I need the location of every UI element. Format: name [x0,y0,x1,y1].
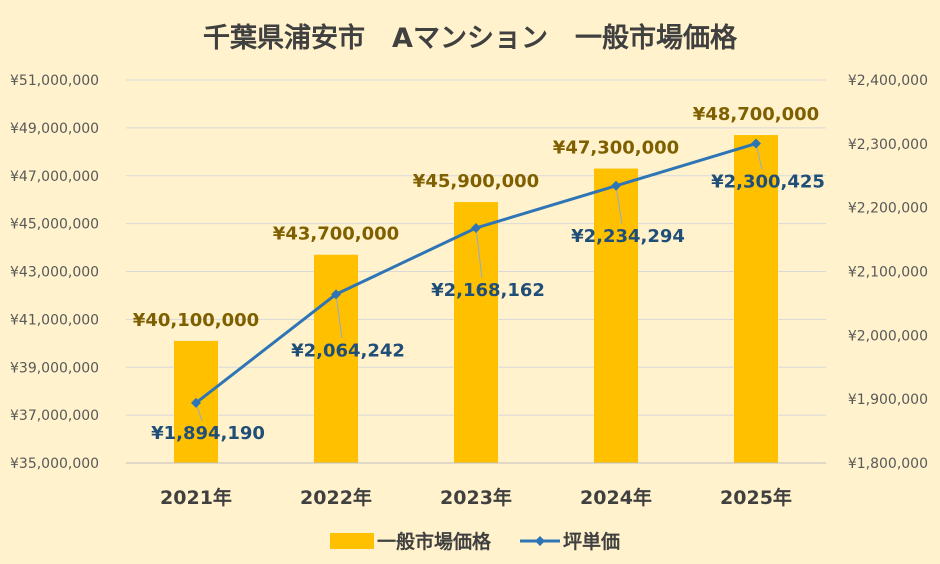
leader-line [335,294,343,339]
bar-data-label: ¥48,700,000 [693,104,819,125]
line-marker [191,397,201,408]
y-left-tick-label: ¥39,000,000 [10,360,99,376]
y-left-tick-label: ¥47,000,000 [10,169,99,185]
legend-marker-line [535,536,545,546]
y-left-tick-label: ¥45,000,000 [10,217,99,233]
line-marker [471,222,481,233]
y-left-tick-label: ¥43,000,000 [10,265,99,281]
bar-data-label: ¥45,900,000 [413,171,539,192]
line-data-label: ¥2,064,242 [291,340,405,361]
x-axis: 2021年 2022年 2023年 2024年 2025年 [126,462,826,509]
y-right-tick-label: ¥2,200,000 [848,201,928,217]
x-tick-label: 2024年 [580,486,652,509]
legend-label-line: 坪単価 [563,530,620,553]
bar-data-label: ¥47,300,000 [553,138,679,159]
y-left-tick-label: ¥49,000,000 [10,121,99,137]
y-axis-right: ¥1,800,000 ¥1,900,000 ¥2,000,000 ¥2,100,000… [848,73,928,472]
leader-line [615,185,623,224]
leader-line [475,227,483,279]
y-left-tick-label: ¥51,000,000 [10,73,99,89]
line-data-label: ¥2,300,425 [711,172,825,193]
line-data-label: ¥1,894,190 [151,423,265,444]
bar-data-label: ¥43,700,000 [273,224,399,245]
bar-data-label: ¥40,100,000 [133,310,259,331]
legend-swatch-bar [330,533,374,549]
x-tick-label: 2022年 [300,486,372,509]
bar [594,168,638,463]
x-tick-label: 2025年 [720,486,792,509]
y-right-tick-label: ¥1,900,000 [848,392,928,408]
bar-series [174,135,778,464]
leader-lines [195,143,763,422]
line-marker [751,138,761,149]
y-right-tick-label: ¥2,100,000 [848,265,928,281]
chart-title: 千葉県浦安市 Aマンション 一般市場価格 [203,22,738,54]
y-left-tick-label: ¥35,000,000 [10,456,99,472]
legend: 一般市場価格 坪単価 [330,530,620,553]
line-data-label: ¥2,168,162 [431,280,545,301]
legend-label-bar: 一般市場価格 [377,530,492,553]
y-left-tick-label: ¥41,000,000 [10,312,99,328]
y-right-tick-label: ¥2,400,000 [848,73,928,89]
bar [734,135,778,463]
y-right-tick-label: ¥2,000,000 [848,328,928,344]
bar [454,202,498,464]
leader-line [755,143,763,170]
line-marker [611,180,621,191]
y-right-tick-label: ¥1,800,000 [848,456,928,472]
x-tick-label: 2021年 [160,486,232,509]
y-right-tick-label: ¥2,300,000 [848,137,928,153]
line-data-labels: ¥1,894,190 ¥2,064,242 ¥2,168,162 ¥2,234,294… [151,172,825,444]
line-marker [331,289,341,300]
y-left-tick-label: ¥37,000,000 [10,408,99,424]
y-axis-left: ¥35,000,000 ¥37,000,000 ¥39,000,000 ¥41,000… [10,73,99,472]
line-data-label: ¥2,234,294 [571,226,685,247]
bar-data-labels: ¥40,100,000 ¥43,700,000 ¥45,900,000 ¥47,300… [133,104,819,331]
line-series [191,138,761,408]
x-tick-label: 2023年 [440,486,512,509]
